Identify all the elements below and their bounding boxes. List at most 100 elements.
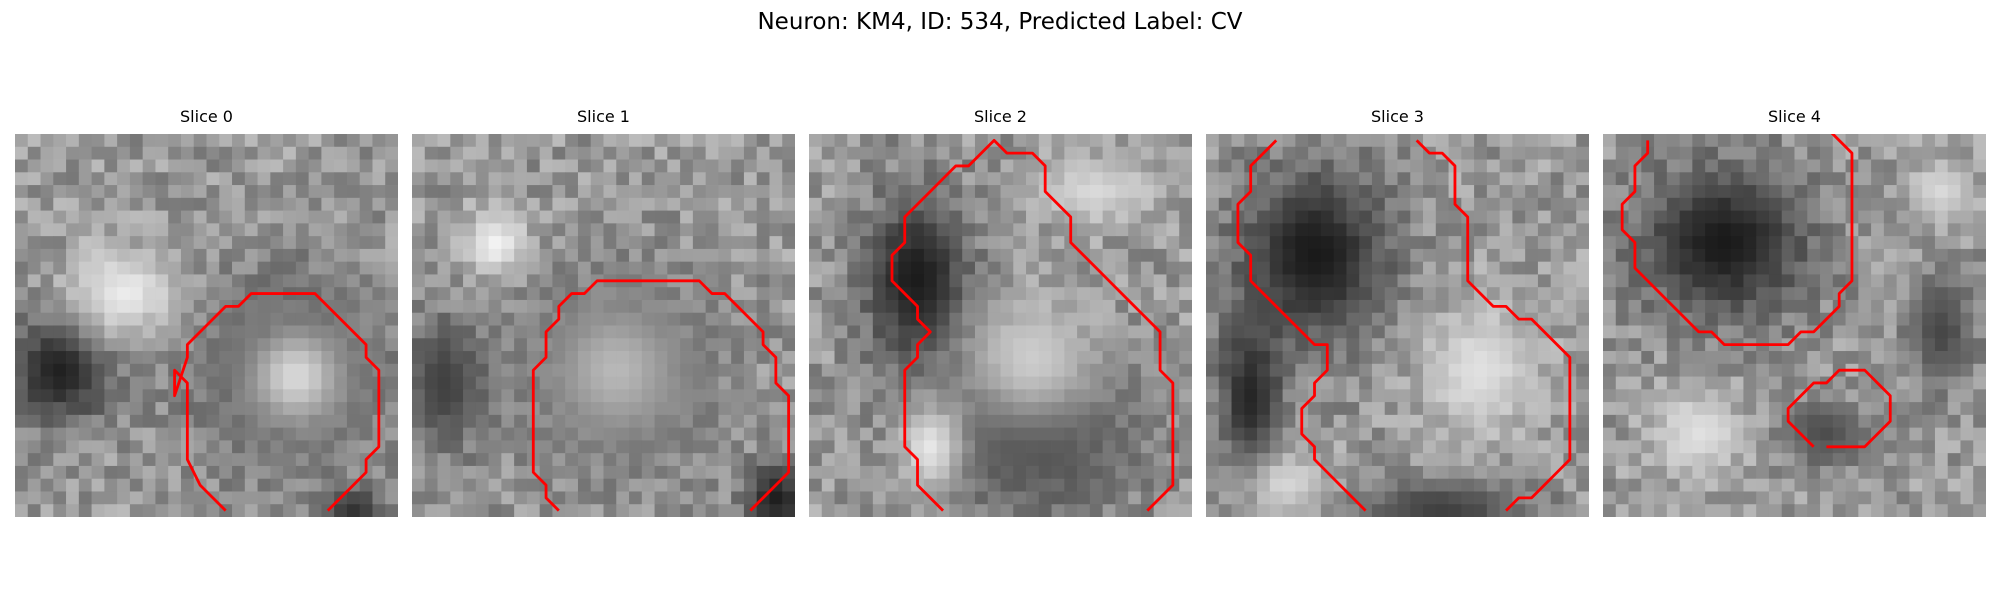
pixel [821, 440, 835, 454]
pixel [1384, 389, 1398, 403]
pixel [1537, 465, 1552, 480]
pixel [565, 146, 579, 160]
pixel [1308, 236, 1322, 250]
pixel [1474, 248, 1488, 263]
pixel [1410, 389, 1424, 403]
pixel [53, 338, 67, 352]
pixel [718, 504, 732, 517]
pixel [475, 440, 489, 454]
pixel [692, 491, 707, 505]
pixel [15, 312, 29, 326]
pixel [1603, 197, 1617, 211]
pixel [270, 236, 284, 250]
pixel [1743, 236, 1757, 250]
pixel [577, 312, 592, 326]
pixel [1359, 414, 1373, 429]
pixel [1308, 172, 1322, 186]
pixel [53, 146, 67, 160]
pixel [450, 491, 464, 505]
pixel [769, 440, 783, 454]
pixel [450, 299, 464, 314]
pixel [1537, 210, 1552, 224]
pixel [641, 363, 655, 377]
pixel [53, 172, 67, 186]
pixel [27, 299, 41, 314]
pixel [1102, 440, 1116, 454]
pixel [1384, 236, 1398, 250]
pixel [949, 504, 963, 517]
pixel [526, 287, 541, 301]
pixel [450, 402, 464, 416]
pixel [705, 363, 719, 377]
pixel [1257, 491, 1271, 505]
pixel [1973, 197, 1986, 211]
pixel [1346, 363, 1360, 377]
pixel [1486, 287, 1501, 301]
pixel [501, 223, 515, 237]
pixel [1730, 146, 1744, 160]
pixel [475, 465, 489, 480]
pixel [1371, 325, 1386, 339]
pixel [15, 223, 29, 237]
pixel [1410, 248, 1424, 263]
pixel [334, 287, 348, 301]
pixel [1883, 338, 1898, 352]
pixel [1089, 363, 1104, 377]
pixel [705, 402, 719, 416]
pixel [872, 299, 886, 314]
pixel [1615, 146, 1629, 160]
pixel [667, 351, 681, 365]
pixel [257, 504, 271, 517]
pixel [680, 172, 694, 186]
pixel [463, 338, 477, 352]
pixel [1308, 325, 1322, 339]
pixel [334, 299, 348, 314]
pixel [27, 159, 41, 173]
pixel [53, 287, 67, 301]
pixel [552, 465, 566, 480]
pixel [552, 261, 566, 275]
pixel [1550, 248, 1564, 263]
pixel [437, 325, 451, 339]
pixel [270, 389, 284, 403]
pixel [885, 236, 899, 250]
pixel [66, 338, 80, 352]
pixel [629, 223, 643, 237]
pixel [1934, 134, 1949, 148]
pixel [424, 185, 438, 199]
pixel [1410, 491, 1424, 505]
pixel [1486, 236, 1501, 250]
pixel [1153, 223, 1167, 237]
pixel [1474, 440, 1488, 454]
pixel [321, 312, 335, 326]
pixel [834, 197, 848, 211]
pixel [346, 210, 361, 224]
pixel [1756, 197, 1770, 211]
pixel [1692, 146, 1706, 160]
pixel [1461, 402, 1475, 416]
pixel [1654, 427, 1668, 441]
pixel [949, 465, 963, 480]
pixel [1115, 376, 1129, 390]
pixel [1871, 338, 1885, 352]
pixel [565, 402, 579, 416]
pixel [1896, 453, 1910, 467]
pixel [718, 236, 732, 250]
pixel [1231, 465, 1245, 480]
pixel [872, 287, 886, 301]
pixel [923, 146, 938, 160]
pixel [1730, 223, 1744, 237]
pixel [1013, 185, 1027, 199]
pixel [1922, 363, 1936, 377]
pixel [206, 363, 220, 377]
pixel [1397, 172, 1411, 186]
pixel [1320, 325, 1335, 339]
pixel [78, 465, 92, 480]
pixel [1666, 223, 1680, 237]
pixel [974, 210, 989, 224]
pixel [308, 159, 322, 173]
pixel [809, 440, 823, 454]
pixel [539, 363, 553, 377]
pixel [1960, 414, 1974, 429]
pixel [308, 504, 322, 517]
